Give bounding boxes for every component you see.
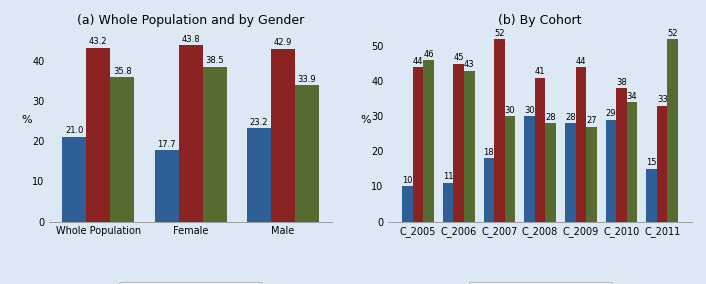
Bar [413,67,424,222]
Text: 33: 33 [657,95,668,104]
Bar [464,70,474,222]
Bar [525,116,535,222]
Legend: 0, 1, >1: 0, 1, >1 [119,283,262,284]
Text: 38.5: 38.5 [205,56,224,65]
Bar [606,120,616,222]
Y-axis label: %: % [360,115,371,125]
Text: 30: 30 [505,106,515,115]
Text: 52: 52 [668,28,678,37]
Text: 11: 11 [443,172,453,181]
Bar [247,128,271,222]
Text: 28: 28 [545,113,556,122]
Bar [494,39,505,222]
Text: 28: 28 [565,113,575,122]
Text: 34: 34 [627,92,638,101]
Text: 33.9: 33.9 [298,74,316,83]
Bar [443,183,453,222]
Text: 46: 46 [423,50,434,59]
Legend: 0, 1, >1: 0, 1, >1 [469,283,611,284]
Bar [657,106,667,222]
Text: 44: 44 [413,57,423,66]
Text: 43.2: 43.2 [89,37,107,46]
Text: 38: 38 [616,78,627,87]
Bar [535,78,545,222]
Bar [505,116,515,222]
Text: 43.8: 43.8 [181,35,200,44]
Bar [62,137,86,222]
Bar [453,64,464,222]
Text: 42.9: 42.9 [274,38,292,47]
Text: 52: 52 [494,28,505,37]
Bar [565,123,575,222]
Title: (b) By Cohort: (b) By Cohort [498,14,582,27]
Text: 23.2: 23.2 [250,118,268,127]
Text: 21.0: 21.0 [65,126,83,135]
Bar [646,169,657,222]
Bar [271,49,295,222]
Bar [586,127,597,222]
Bar [575,67,586,222]
Text: 29: 29 [606,109,616,118]
Title: (a) Whole Population and by Gender: (a) Whole Population and by Gender [77,14,304,27]
Text: 35.8: 35.8 [113,67,131,76]
Bar [110,78,134,222]
Bar [203,67,227,222]
Bar [179,45,203,222]
Text: 45: 45 [453,53,464,62]
Bar [402,186,413,222]
Bar [616,88,627,222]
Bar [484,158,494,222]
Text: 18: 18 [484,148,494,157]
Bar [86,48,110,222]
Bar [545,123,556,222]
Text: 17.7: 17.7 [157,140,176,149]
Bar [424,60,434,222]
Text: 41: 41 [535,67,545,76]
Text: 30: 30 [524,106,535,115]
Bar [627,102,638,222]
Bar [295,85,319,222]
Text: 27: 27 [586,116,597,125]
Text: 43: 43 [464,60,474,69]
Bar [667,39,678,222]
Bar [155,150,179,222]
Text: 44: 44 [575,57,586,66]
Y-axis label: %: % [21,115,32,125]
Text: 15: 15 [647,158,657,168]
Text: 10: 10 [402,176,412,185]
